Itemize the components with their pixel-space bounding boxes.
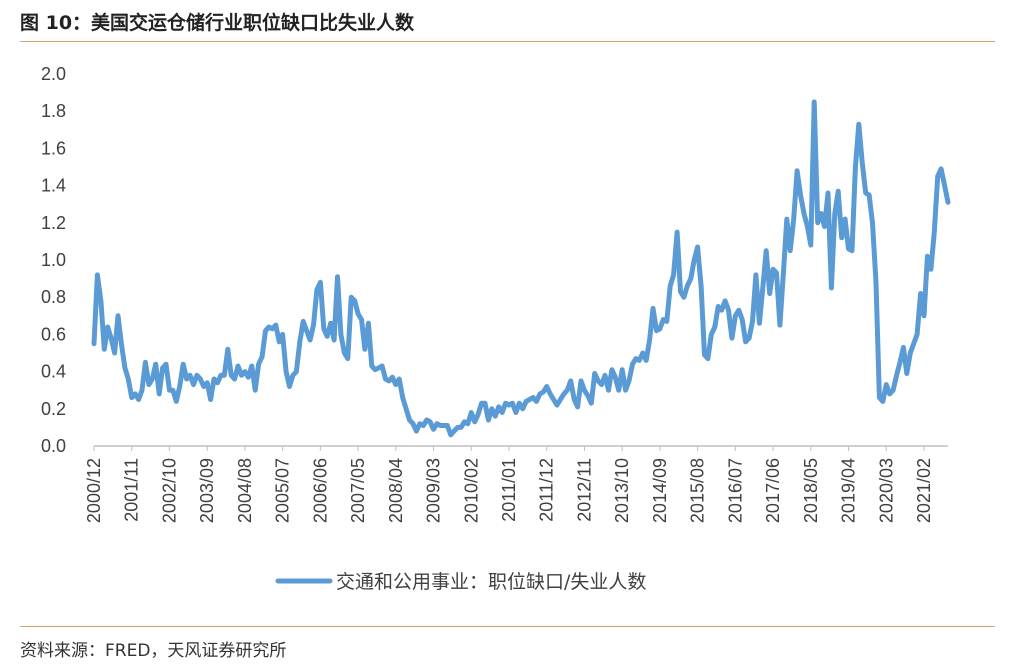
title-rule xyxy=(20,41,995,42)
x-tick-label: 2013/10 xyxy=(612,458,632,523)
source-note: 资料来源：FRED，天风证券研究所 xyxy=(20,641,287,661)
y-tick-label: 1.6 xyxy=(41,138,66,158)
x-axis-labels: 2000/12 2001/11 2002/10 2003/09 2004/08 2005/… xyxy=(84,458,934,523)
x-tick-label: 2020/03 xyxy=(876,458,896,523)
y-tick-label: 0.2 xyxy=(41,399,66,419)
y-tick-label: 1.0 xyxy=(41,250,66,270)
y-tick-label: 0.4 xyxy=(41,362,66,382)
x-tick-label: 2007/05 xyxy=(348,458,368,523)
x-tick-label: 2005/07 xyxy=(273,458,293,523)
x-tick-label: 2016/07 xyxy=(725,458,745,523)
x-tick-label: 2021/02 xyxy=(914,458,934,523)
x-tick-label: 2000/12 xyxy=(84,458,104,523)
y-tick-label: 1.2 xyxy=(41,213,66,233)
x-tick-label: 2003/09 xyxy=(197,458,217,523)
y-tick-label: 0.6 xyxy=(41,324,66,344)
x-axis-tick-marks xyxy=(93,446,925,451)
x-tick-label: 2018/05 xyxy=(801,458,821,523)
figure-title: 图 10：美国交运仓储行业职位缺口比失业人数 xyxy=(20,12,415,34)
y-tick-label: 2.0 xyxy=(41,64,66,84)
y-tick-label: 0.8 xyxy=(41,287,66,307)
x-tick-label: 2006/06 xyxy=(310,458,330,523)
x-tick-label: 2012/11 xyxy=(574,458,594,522)
series-line xyxy=(91,99,951,438)
x-tick-label: 2017/06 xyxy=(763,458,783,523)
y-tick-label: 0.0 xyxy=(41,436,66,456)
x-tick-label: 2009/03 xyxy=(424,458,444,523)
x-tick-label: 2001/11 xyxy=(122,458,142,522)
x-tick-label: 2014/09 xyxy=(650,458,670,523)
y-axis: 0.0 0.2 0.4 0.6 0.8 1.0 1.2 1.4 1.6 1.8 2.0 xyxy=(41,64,66,456)
legend: 交通和公用事业：职位缺口/失业人数 xyxy=(275,571,646,593)
legend-label: 交通和公用事业：职位缺口/失业人数 xyxy=(336,571,646,593)
x-tick-label: 2008/04 xyxy=(386,458,406,523)
x-tick-label: 2011/12 xyxy=(537,458,557,522)
y-tick-label: 1.4 xyxy=(41,176,66,196)
x-tick-label: 2019/04 xyxy=(839,458,859,523)
x-tick-label: 2011/01 xyxy=(499,458,519,522)
x-tick-label: 2015/08 xyxy=(688,458,708,523)
x-tick-label: 2010/02 xyxy=(461,458,481,523)
x-tick-label: 2002/10 xyxy=(159,458,179,523)
x-tick-label: 2004/08 xyxy=(235,458,255,523)
source-rule xyxy=(20,626,995,627)
y-tick-label: 1.8 xyxy=(41,101,66,121)
